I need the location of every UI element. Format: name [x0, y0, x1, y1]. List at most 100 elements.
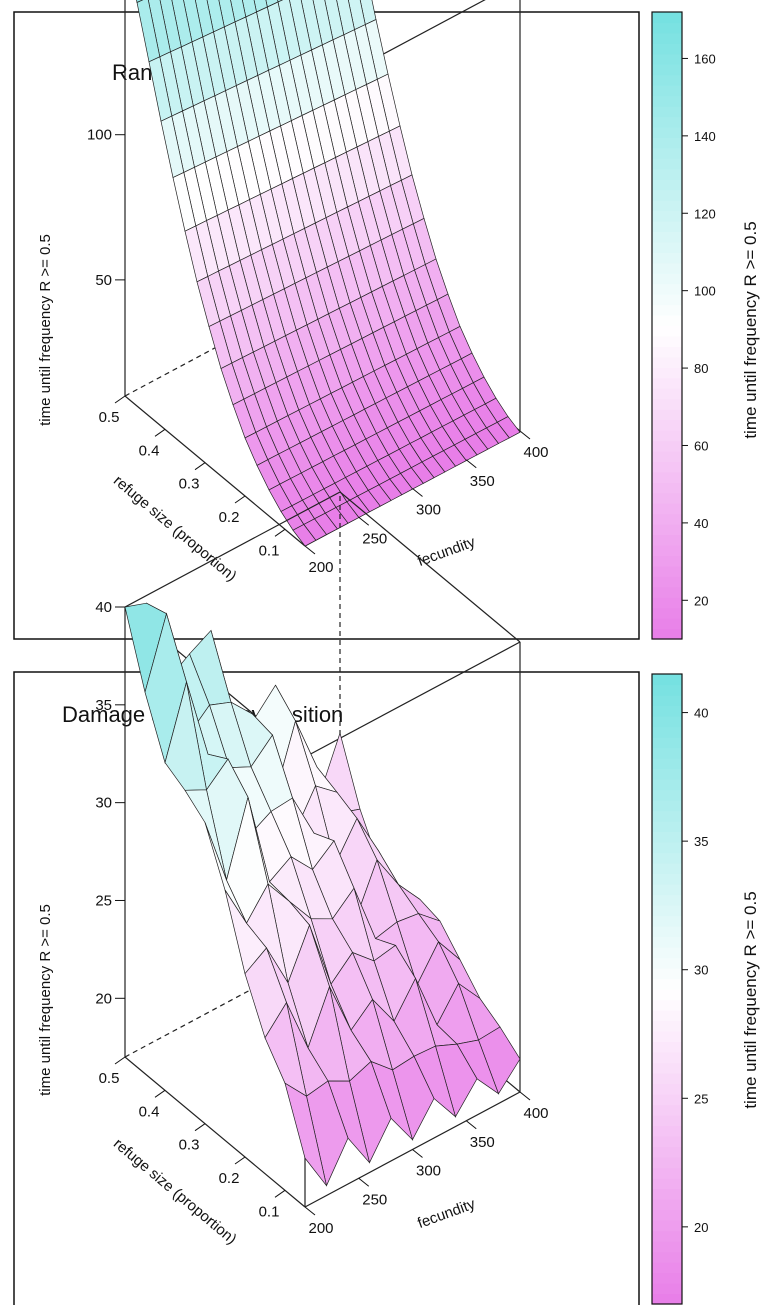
x-tick [519, 1091, 531, 1101]
y-tick-label: 0.1 [259, 542, 280, 559]
x-axis-label: fecundity [415, 1195, 478, 1232]
colorbar-segment [652, 273, 682, 285]
colorbar-segment [652, 915, 682, 927]
colorbar-segment [652, 1094, 682, 1106]
colorbar-segment [652, 1157, 682, 1169]
colorbar-tick-label: 120 [694, 206, 716, 221]
colorbar-segment [652, 597, 682, 609]
x-tick-label: 400 [523, 1105, 548, 1122]
surface-facet [284, 1082, 327, 1186]
y-tick [114, 395, 126, 404]
colorbar-segment [652, 957, 682, 969]
colorbar-segment [652, 544, 682, 556]
colorbar-segment [652, 168, 682, 180]
colorbar-segment [652, 789, 682, 801]
colorbar-segment [652, 1262, 682, 1274]
y-tick-label: 0.5 [99, 1070, 120, 1087]
z-tick-label: 100 [87, 127, 112, 144]
box-edge [124, 941, 341, 1058]
colorbar-segment [652, 1010, 682, 1022]
colorbar-segment [652, 1272, 682, 1284]
y-tick [274, 1189, 286, 1198]
x-tick-label: 200 [308, 559, 333, 576]
colorbar-segment [652, 231, 682, 243]
colorbar-segment [652, 106, 682, 118]
x-tick [304, 545, 316, 555]
y-tick-label: 0.2 [219, 1170, 240, 1187]
colorbar-tick-label: 80 [694, 361, 708, 376]
colorbar-segment [652, 1083, 682, 1095]
colorbar-segment [652, 555, 682, 567]
colorbar-segment [652, 524, 682, 536]
colorbar-segment [652, 768, 682, 780]
colorbar-segment [652, 1020, 682, 1032]
colorbar-segment [652, 74, 682, 86]
colorbar-segment [652, 1220, 682, 1232]
colorbar-segment [652, 1146, 682, 1158]
colorbar-segment [652, 461, 682, 473]
colorbar-segment [652, 565, 682, 577]
z-tick-label: 50 [95, 272, 112, 289]
colorbar-segment [652, 1052, 682, 1064]
x-tick [358, 1177, 370, 1187]
y-tick [114, 1056, 126, 1065]
colorbar-segment [652, 989, 682, 1001]
x-tick-label: 350 [470, 1134, 495, 1151]
colorbar-segment [652, 85, 682, 97]
colorbar-segment [652, 716, 682, 728]
colorbar-segment [652, 1188, 682, 1200]
colorbar-segment [652, 747, 682, 759]
colorbar-segment [652, 147, 682, 159]
colorbar-segment [652, 586, 682, 598]
colorbar-label: time until frequency R >= 0.5 [741, 891, 760, 1108]
colorbar-segment [652, 409, 682, 421]
colorbar-tick-label: 140 [694, 129, 716, 144]
y-tick [194, 1123, 206, 1132]
colorbar-segment [652, 894, 682, 906]
colorbar-label: time until frequency R >= 0.5 [741, 221, 760, 438]
colorbar-segment [652, 1136, 682, 1148]
x-tick [412, 488, 423, 497]
colorbar-segment [652, 684, 682, 696]
axes: 200 250 300 350 400 0.1 0.2 0.3 0.4 0.5 20 25 30 35 40 [95, 599, 548, 1237]
x-axis-label: fecundity [415, 533, 478, 570]
colorbar-segment [652, 628, 682, 640]
colorbar-frame [651, 11, 683, 640]
colorbar: 20 40 60 80 100 120 140 160 [651, 11, 716, 640]
colorbar-segment [652, 325, 682, 337]
panel-random-oviposition: Random oviposition 2002503003504000.10.2… [13, 0, 760, 640]
colorbar-segment [652, 388, 682, 400]
colorbar-segment [652, 968, 682, 980]
colorbar-segment [652, 1230, 682, 1242]
colorbar-tick-label: 40 [694, 516, 708, 531]
colorbar-segment [652, 873, 682, 885]
colorbar-segment [652, 492, 682, 504]
y-tick-label: 0.3 [179, 476, 200, 493]
colorbar-segment [652, 831, 682, 843]
colorbar-segment [652, 283, 682, 295]
colorbar-segment [652, 503, 682, 515]
x-tick-label: 250 [362, 1191, 387, 1208]
colorbar-segment [652, 241, 682, 253]
colorbar-segment [652, 576, 682, 588]
colorbar-segment [652, 737, 682, 749]
y-tick-label: 0.3 [179, 1137, 200, 1154]
colorbar-segment [652, 419, 682, 431]
colorbar-segment [652, 936, 682, 948]
colorbar-tick-label: 160 [694, 51, 716, 66]
colorbar-segment [652, 116, 682, 128]
colorbar-tick-label: 20 [694, 1220, 708, 1235]
y-tick [154, 1089, 166, 1098]
z-axis-label: time until frequency R >= 0.5 [37, 904, 54, 1096]
z-tick-label: 20 [95, 990, 112, 1007]
colorbar-segment [652, 695, 682, 707]
box-edge [304, 641, 521, 758]
colorbar-segment [652, 1178, 682, 1190]
z-tick-label: 35 [95, 697, 112, 714]
x-tick [412, 1149, 423, 1158]
colorbar-segment [652, 450, 682, 462]
colorbar-segment [652, 12, 682, 24]
x-tick-label: 200 [308, 1220, 333, 1237]
